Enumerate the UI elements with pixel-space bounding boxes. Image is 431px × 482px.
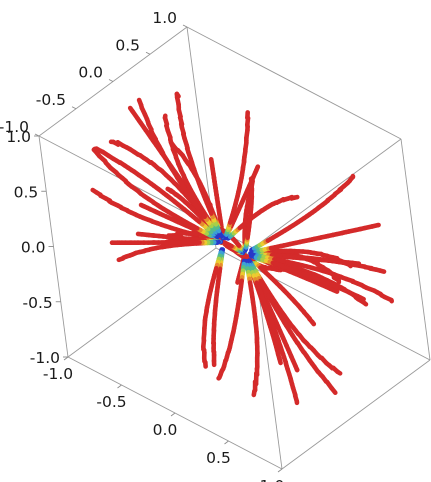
streamline-segment [358, 295, 366, 302]
streamline-segment [292, 194, 300, 200]
z-axis: -1.0 -0.5 0.0 0.5 1.0 [6, 128, 68, 367]
z-tick-label: 0.0 [21, 239, 46, 257]
box-edge [400, 138, 431, 361]
box-edge [281, 359, 431, 470]
streamline-segment [277, 356, 283, 366]
streamline-segment [174, 91, 181, 99]
x-tick-mark [224, 440, 229, 445]
box-edge [67, 247, 217, 358]
streamline-segment [136, 97, 144, 108]
y-axis: -1.0 -0.5 0.0 0.5 1.0 [0, 9, 188, 137]
streamline-segment [294, 366, 300, 373]
y-tick-mark [145, 51, 151, 55]
y-tick-mark [182, 24, 188, 28]
streamline-segment [169, 141, 178, 151]
streamline-segment [361, 299, 369, 307]
z-tick-label: 1.0 [6, 128, 31, 146]
box-edge [186, 26, 402, 140]
x-tick-mark [277, 468, 283, 473]
y-tick-mark [71, 106, 77, 110]
streamline-segment [335, 369, 343, 376]
x-axis: -1.0 -0.5 0.0 0.5 1.0 [43, 356, 285, 482]
streamline-segment [251, 389, 257, 398]
streamline-segment [310, 319, 317, 327]
x-tick-label: -1.0 [43, 365, 73, 383]
x-tick-mark [117, 384, 122, 389]
x-tick-mark [63, 356, 69, 361]
z-tick-label: -1.0 [30, 349, 60, 367]
streamline-segment [165, 186, 172, 193]
streamlines [90, 91, 395, 406]
box-edge [252, 138, 402, 249]
streamline-segment [377, 268, 387, 274]
y-tick-label: 0.0 [78, 64, 103, 82]
x-tick-label: 0.5 [206, 449, 231, 467]
streamline-segment [331, 287, 340, 294]
streamline-segment [116, 256, 126, 263]
y-tick-label: -1.0 [0, 118, 29, 136]
x-tick-mark [170, 412, 176, 417]
streamline-segment [329, 386, 338, 396]
z-tick-label: -0.5 [23, 294, 53, 312]
streamline-segment [127, 105, 135, 114]
x-tick-label: -0.5 [96, 393, 126, 411]
z-tick-label: 0.5 [14, 183, 39, 201]
y-tick-label: 0.5 [115, 36, 140, 54]
x-tick-label: 0.0 [153, 421, 178, 439]
y-tick-label: 1.0 [152, 9, 177, 27]
y-tick-mark [108, 79, 114, 82]
axis-ticks: -1.0 -0.5 0.0 0.5 1.0 -1.0 -0.5 0.0 0.5 1.0 -1.0… [0, 9, 284, 482]
x-tick-label: 1.0 [260, 477, 285, 482]
streamline-segment [90, 187, 99, 195]
y-tick-label: -0.5 [36, 91, 66, 109]
streamline-segment [216, 375, 222, 381]
streamline-segment [138, 202, 145, 208]
